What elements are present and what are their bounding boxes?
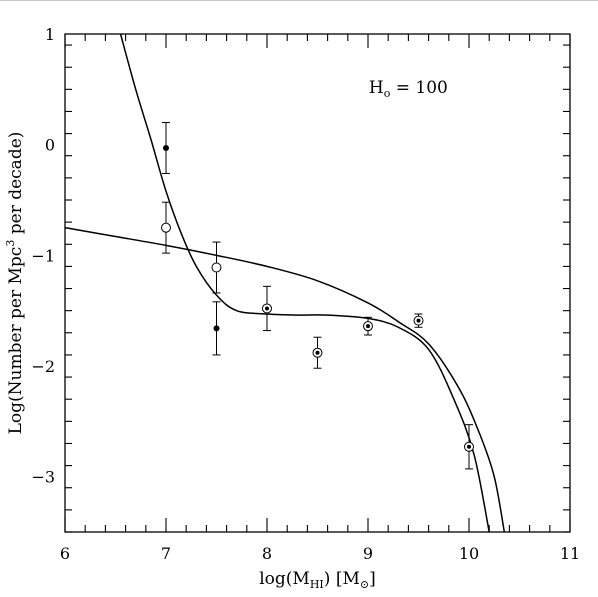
y-tick-label: 1: [45, 25, 55, 44]
y-axis-label: Log(Number per Mpc3 per decade): [4, 132, 26, 435]
x-axis-label-main: log(M: [259, 569, 310, 589]
open-data-point: [161, 222, 171, 233]
x-tick-label: 7: [161, 544, 171, 563]
x-tick-label: 8: [262, 544, 272, 563]
filled-data-point: [213, 325, 220, 332]
x-axis-label-sun: ⊙: [360, 578, 369, 591]
dotted-circle-center: [416, 318, 421, 323]
plot-frame: [64, 33, 571, 533]
x-axis-label-tail: ) [M: [324, 569, 360, 589]
y-tick-label: −3: [31, 468, 55, 487]
y-axis-label-sup: 3: [4, 240, 17, 247]
dotted-circle-center: [265, 306, 269, 311]
y-axis-label-tail: per decade): [6, 132, 26, 240]
y-tick-label: −1: [31, 246, 55, 265]
annotation-h: H: [369, 78, 384, 98]
x-tick-label: 11: [560, 544, 580, 563]
annotation-sub: o: [384, 87, 391, 100]
dotted-circle-center: [467, 444, 471, 449]
y-tick-label: −2: [31, 357, 55, 376]
x-tick-label: 6: [60, 544, 70, 563]
x-tick-label: 9: [363, 544, 373, 563]
annotation: Ho = 100: [369, 78, 448, 100]
y-tick-label: 0: [45, 136, 55, 155]
x-axis-label-end: ]: [369, 569, 376, 589]
x-axis-label-sub: HI: [310, 578, 324, 591]
model-curve: [119, 33, 490, 533]
x-tick-label: 10: [459, 544, 479, 563]
top-border-line: [0, 0, 598, 1]
model-curve: [64, 226, 506, 533]
filled-data-point: [163, 144, 169, 151]
y-axis-label-main: Log(Number per Mpc: [6, 247, 26, 435]
open-data-point: [211, 262, 222, 273]
dotted-circle-center: [315, 350, 320, 355]
x-axis-label: log(MHI) [M⊙]: [259, 569, 375, 591]
dotted-circle-center: [366, 324, 370, 329]
annotation-rest: = 100: [390, 78, 448, 98]
